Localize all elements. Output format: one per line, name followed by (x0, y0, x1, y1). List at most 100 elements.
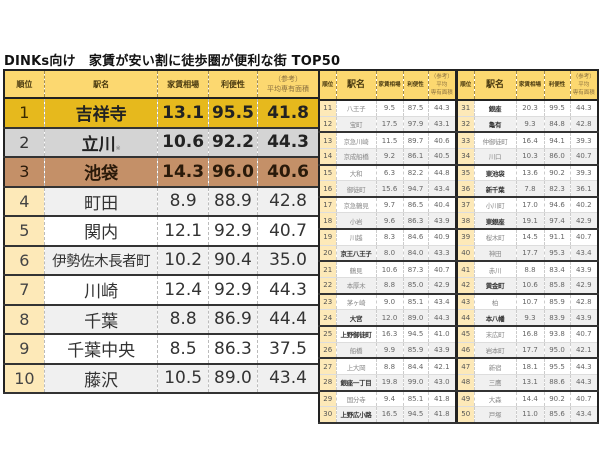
station-cell: 伊勢佐木長者町 (44, 245, 159, 276)
rank-cell: 43 (457, 293, 475, 311)
rank-cell: 21 (319, 261, 337, 279)
table-row: 42 黄金町 10.6 85.8 42.9 (457, 277, 599, 295)
rank-cell: 7 (4, 275, 45, 306)
rent-cell: 9.5 (376, 100, 404, 117)
rent-cell: 16.3 (376, 325, 404, 343)
station-cell: 船橋 (336, 342, 377, 360)
header-rent: 家賃相場 (376, 70, 404, 101)
table-row: 12 宝町 17.5 97.9 43.1 (319, 116, 457, 134)
rent-cell: 16.8 (516, 325, 545, 343)
rent-cell: 11.5 (376, 132, 404, 149)
table-row: 2 立川※ 10.6 92.2 44.3 (4, 127, 320, 158)
rank-cell: 40 (457, 245, 475, 263)
table-header-row: 順位 駅名 家賃相場 利便性 （参考） 平均 専有面積 (457, 70, 599, 101)
convenience-cell: 89.0 (208, 363, 259, 394)
table-row: 3 池袋 14.3 96.0 40.6 (4, 157, 320, 188)
area-cell: 40.7 (257, 216, 320, 247)
page-title: DINKs向け 家賃が安い割に徒歩圏が便利な街 TOP50 (4, 54, 341, 69)
area-cell: 40.2 (570, 196, 599, 214)
table-row: 21 鶴見 10.6 87.3 40.7 (319, 261, 457, 279)
station-name: 吉祥寺 (75, 105, 127, 126)
station-cell: 桜木町 (474, 229, 517, 246)
station-name: 立川 (81, 134, 116, 155)
area-cell: 40.7 (570, 390, 599, 408)
area-cell: 44.8 (428, 164, 457, 182)
convenience-cell: 92.9 (208, 275, 259, 306)
convenience-cell: 90.2 (544, 390, 571, 408)
rank-cell: 48 (457, 374, 475, 392)
station-cell: 小川町 (474, 196, 517, 214)
convenience-cell: 83.4 (544, 261, 571, 279)
rank-cell: 29 (319, 390, 337, 408)
table-row: 11 八王子 9.5 87.5 44.3 (319, 100, 457, 117)
table-row: 33 仲御徒町 16.4 94.1 39.3 (457, 132, 599, 149)
table-row: 13 京急川崎 11.5 89.7 40.6 (319, 132, 457, 149)
rank-cell: 18 (319, 212, 337, 231)
header-station: 駅名 (44, 70, 159, 99)
convenience-cell: 85.8 (544, 277, 571, 295)
area-cell: 44.3 (570, 374, 599, 392)
table-header-row: 順位 駅名 家賃相場 利便性 （参考） 平均 専有面積 (319, 70, 457, 101)
convenience-cell: 83.9 (544, 309, 571, 327)
station-cell: 京急川崎 (336, 132, 377, 149)
rent-cell: 13.1 (157, 98, 209, 129)
area-cell: 42.9 (570, 277, 599, 295)
rent-cell: 14.3 (157, 157, 209, 188)
convenience-cell: 92.2 (208, 127, 259, 158)
area-cell: 43.9 (428, 342, 457, 360)
convenience-cell: 84.8 (544, 116, 571, 134)
convenience-cell: 86.3 (208, 334, 259, 365)
rank-cell: 46 (457, 342, 475, 360)
rent-cell: 9.2 (376, 148, 404, 166)
rent-cell: 9.6 (376, 212, 404, 231)
rank-cell: 49 (457, 390, 475, 408)
rank-cell: 9 (4, 334, 45, 365)
station-name: 藤沢 (84, 370, 119, 391)
station-cell: 吉祥寺 (44, 98, 159, 129)
convenience-cell: 85.9 (403, 342, 429, 360)
area-cell: 42.8 (257, 186, 320, 217)
header-area: （参考） 平均 専有面積 (428, 70, 457, 101)
area-cell: 40.6 (257, 157, 320, 188)
header-rent: 家賃相場 (157, 70, 209, 99)
rent-cell: 12.1 (157, 216, 209, 247)
rent-cell: 19.1 (516, 212, 545, 231)
rent-cell: 7.8 (516, 180, 545, 198)
area-cell: 44.3 (428, 100, 457, 117)
table-row: 5 関内 12.1 92.9 40.7 (4, 216, 320, 247)
ranking-table-11-30: 順位 駅名 家賃相場 利便性 （参考） 平均 専有面積 11 八王子 9.5 87.5… (318, 69, 457, 424)
table-row: 44 本八幡 9.3 83.9 43.9 (457, 309, 599, 327)
station-name: 川崎 (84, 282, 119, 303)
header-convenience: 利便性 (403, 70, 429, 101)
area-cell: 44.3 (257, 127, 320, 158)
station-cell: 新宿 (474, 358, 517, 375)
rank-cell: 25 (319, 325, 337, 343)
station-cell: 東池袋 (474, 164, 517, 182)
station-cell: 本八幡 (474, 309, 517, 327)
area-cell: 36.1 (570, 180, 599, 198)
area-cell: 41.0 (428, 325, 457, 343)
convenience-cell: 85.1 (403, 390, 429, 408)
area-cell: 42.9 (570, 212, 599, 231)
station-cell: 柏 (474, 293, 517, 311)
area-cell: 35.0 (257, 245, 320, 276)
rent-cell: 15.6 (376, 180, 404, 198)
convenience-cell: 85.0 (403, 277, 429, 295)
station-cell: 八王子 (336, 100, 377, 117)
table-row: 35 東池袋 13.6 90.2 39.3 (457, 164, 599, 182)
rent-cell: 19.8 (376, 374, 404, 392)
rent-cell: 17.7 (516, 342, 545, 360)
rank-cell: 8 (4, 304, 45, 335)
station-cell: 戸塚 (474, 406, 517, 424)
area-cell: 42.8 (570, 116, 599, 134)
convenience-cell: 82.3 (544, 180, 571, 198)
rank-cell: 12 (319, 116, 337, 134)
convenience-cell: 86.3 (403, 212, 429, 231)
header-convenience: 利便性 (208, 70, 259, 99)
station-cell: 岩本町 (474, 342, 517, 360)
area-cell: 43.3 (428, 245, 457, 263)
rent-cell: 20.3 (516, 100, 545, 117)
station-cell: 銀座 (474, 100, 517, 117)
station-cell: 千葉 (44, 304, 159, 335)
table-row: 23 茅ヶ崎 9.0 85.1 43.4 (319, 293, 457, 311)
